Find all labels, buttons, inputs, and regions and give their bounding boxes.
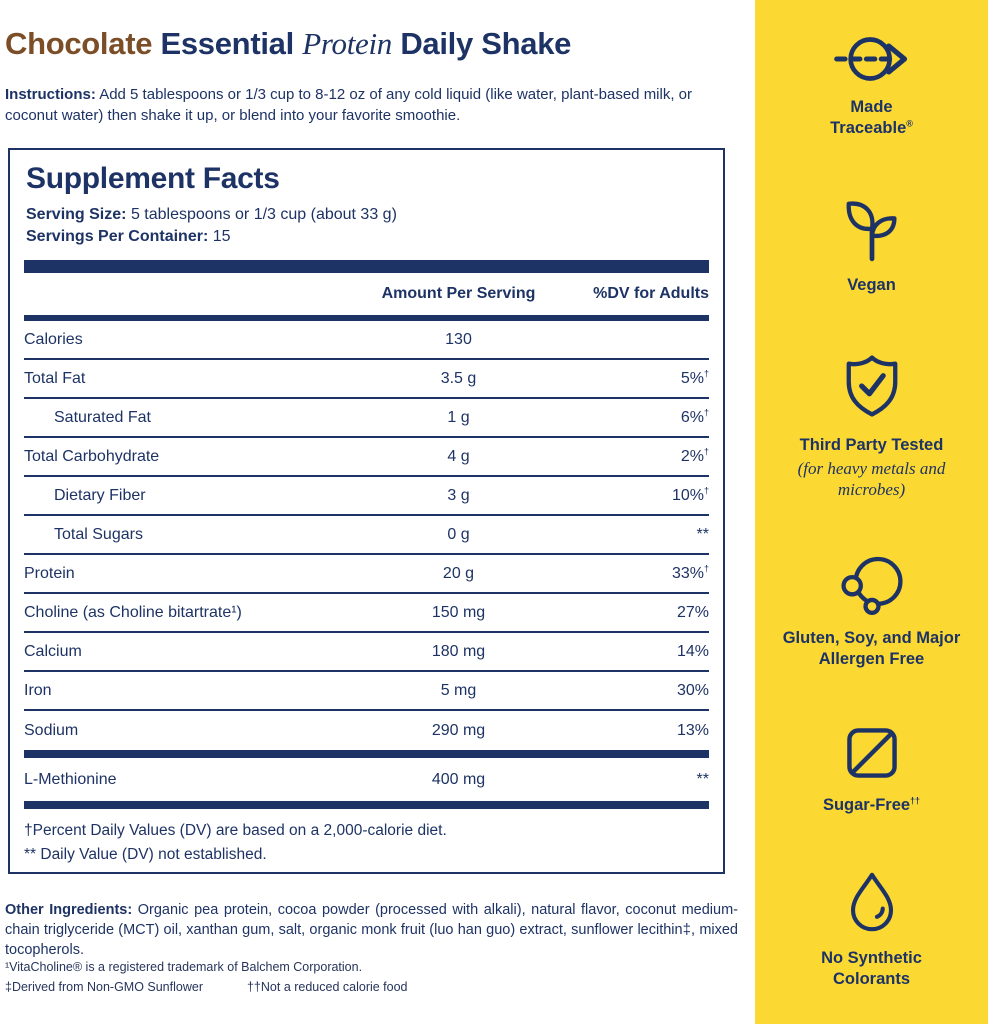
badge-label: Vegan: [847, 276, 896, 295]
nutrient-name: Saturated Fat: [54, 408, 151, 426]
table-row-saturated-fat: Saturated Fat 1 g 6%†: [24, 399, 709, 438]
table-row-calories: Calories 130: [24, 321, 709, 360]
nutrient-name: Calcium: [24, 642, 82, 660]
badge-label: Made Traceable®: [830, 98, 913, 138]
table-row-total-carbohydrate: Total Carbohydrate 4 g 2%†: [24, 438, 709, 477]
nutrient-dv: 30%: [676, 681, 709, 699]
col-header-dv: %DV for Adults: [593, 285, 709, 302]
fine-print-calorie: ††Not a reduced calorie food: [246, 980, 408, 994]
nutrient-amount: 180 mg: [431, 642, 486, 660]
fine-print-row: ‡Derived from Non-GMO Sunflower ††Not a r…: [5, 979, 408, 995]
droplet-icon: [845, 869, 899, 935]
badge-allergen-free: Gluten, Soy, and Major Allergen Free: [774, 553, 969, 670]
table-row-sodium: Sodium 290 mg 13%: [24, 711, 709, 750]
table-header-row: Amount Per Serving %DV for Adults: [24, 273, 709, 315]
nutrient-amount: 4 g: [447, 447, 470, 465]
serving-size: Serving Size: 5 tablespoons or 1/3 cup (…: [26, 206, 397, 223]
claims-sidebar: Made Traceable® Vegan Third Party Tested…: [755, 0, 988, 1024]
divider-medium: [24, 315, 709, 321]
nutrient-dv: 2%†: [680, 446, 709, 465]
nutrient-name: Total Carbohydrate: [24, 447, 160, 465]
other-ingredients: Other Ingredients: Organic pea protein, …: [5, 902, 739, 958]
shield-check-icon: [841, 350, 903, 422]
product-title: Chocolate Essential Protein Daily Shake: [5, 26, 571, 62]
footnote-not-established: ** Daily Value (DV) not established.: [24, 846, 267, 863]
table-row-iron: Iron 5 mg 30%: [24, 672, 709, 711]
badge-label: Sugar-Free††: [822, 795, 921, 814]
nutrient-amount: 3 g: [447, 486, 470, 504]
allergen-molecule-icon: [839, 553, 905, 616]
brand-word-protein: Protein: [302, 26, 392, 61]
badge-label: Third Party Tested: [799, 435, 944, 454]
nutrient-amount: 400 mg: [431, 770, 486, 788]
nutrient-dv: 10%†: [671, 485, 709, 504]
nutrient-name: Choline (as Choline bitartrate¹): [24, 603, 242, 621]
nutrient-dv: 13%: [676, 721, 709, 739]
badge-sublabel: (for heavy metals and microbes): [797, 458, 946, 499]
supplement-facts-panel: Supplement Facts Serving Size: 5 tablesp…: [8, 148, 725, 874]
divider-heavy-top: [24, 750, 709, 758]
nutrient-dv: 33%†: [671, 563, 709, 582]
nutrient-name: Calories: [24, 330, 83, 348]
nutrient-name: Protein: [24, 564, 75, 582]
nutrient-name: Sodium: [24, 721, 79, 739]
nutrient-amount: 20 g: [442, 564, 475, 582]
nutrient-amount: 1 g: [447, 408, 470, 426]
flavor-name: Chocolate: [5, 26, 153, 61]
nutrient-amount: 150 mg: [431, 603, 486, 621]
fine-print-sunflower: ‡Derived from Non-GMO Sunflower: [5, 980, 203, 994]
instructions-text: Instructions: Add 5 tablespoons or 1/3 c…: [5, 86, 693, 124]
nutrient-dv: 14%: [676, 642, 709, 660]
table-row-total-fat: Total Fat 3.5 g 5%†: [24, 360, 709, 399]
badge-made-traceable: Made Traceable®: [813, 34, 931, 139]
nutrient-name: Total Fat: [24, 369, 86, 387]
table-row-choline: Choline (as Choline bitartrate¹) 150 mg …: [24, 594, 709, 633]
supplement-facts-heading: Supplement Facts: [26, 162, 280, 195]
badge-third-party-tested: Third Party Tested (for heavy metals and…: [788, 350, 956, 501]
badge-no-synthetic-colorants: No Synthetic Colorants: [797, 869, 947, 990]
nutrient-dv: 6%†: [680, 407, 709, 426]
divider-heavy-bottom: [24, 801, 709, 809]
nutrient-amount: 3.5 g: [440, 369, 477, 387]
nutrient-dv: 5%†: [680, 368, 709, 387]
table-row-dietary-fiber: Dietary Fiber 3 g 10%†: [24, 477, 709, 516]
badge-label: No Synthetic Colorants: [821, 948, 922, 988]
table-row-calcium: Calcium 180 mg 14%: [24, 633, 709, 672]
badge-label: Gluten, Soy, and Major Allergen Free: [782, 629, 961, 669]
traceable-arrow-icon: [833, 34, 911, 84]
nutrient-name: Iron: [24, 681, 52, 699]
nutrient-amount: 0 g: [447, 525, 470, 543]
footnote-dv: †Percent Daily Values (DV) are based on …: [24, 822, 447, 839]
table-row-l-methionine: L-Methionine 400 mg **: [24, 758, 709, 801]
sugar-free-slash-icon: [843, 724, 901, 782]
brand-word-daily-shake: Daily Shake: [400, 26, 572, 61]
divider-thick-top: [24, 260, 709, 273]
dv-footnotes: †Percent Daily Values (DV) are based on …: [24, 819, 709, 867]
nutrient-name: L-Methionine: [24, 770, 117, 788]
brand-word-essential: Essential: [160, 26, 294, 61]
fine-print-vitacholine: ¹VitaCholine® is a registered trademark …: [5, 960, 363, 974]
nutrient-amount: 130: [445, 330, 472, 348]
col-header-amount: Amount Per Serving: [381, 285, 536, 302]
nutrient-amount: 5 mg: [440, 681, 477, 699]
table-row-protein: Protein 20 g 33%†: [24, 555, 709, 594]
other-ingredients-label: Other Ingredients:: [5, 902, 133, 918]
table-row-total-sugars: Total Sugars 0 g **: [24, 516, 709, 555]
nutrient-amount: 290 mg: [431, 721, 486, 739]
nutrient-dv: 27%: [676, 603, 709, 621]
nutrient-dv: **: [696, 770, 709, 788]
nutrient-dv: **: [696, 525, 709, 543]
instructions-label: Instructions:: [5, 86, 96, 103]
servings-per-container: Servings Per Container: 15: [26, 228, 231, 245]
vegan-sprout-icon: [841, 192, 903, 262]
nutrient-name: Total Sugars: [54, 525, 143, 543]
badge-sugar-free: Sugar-Free††: [823, 724, 920, 816]
badge-vegan: Vegan: [841, 192, 903, 296]
nutrient-name: Dietary Fiber: [54, 486, 146, 504]
